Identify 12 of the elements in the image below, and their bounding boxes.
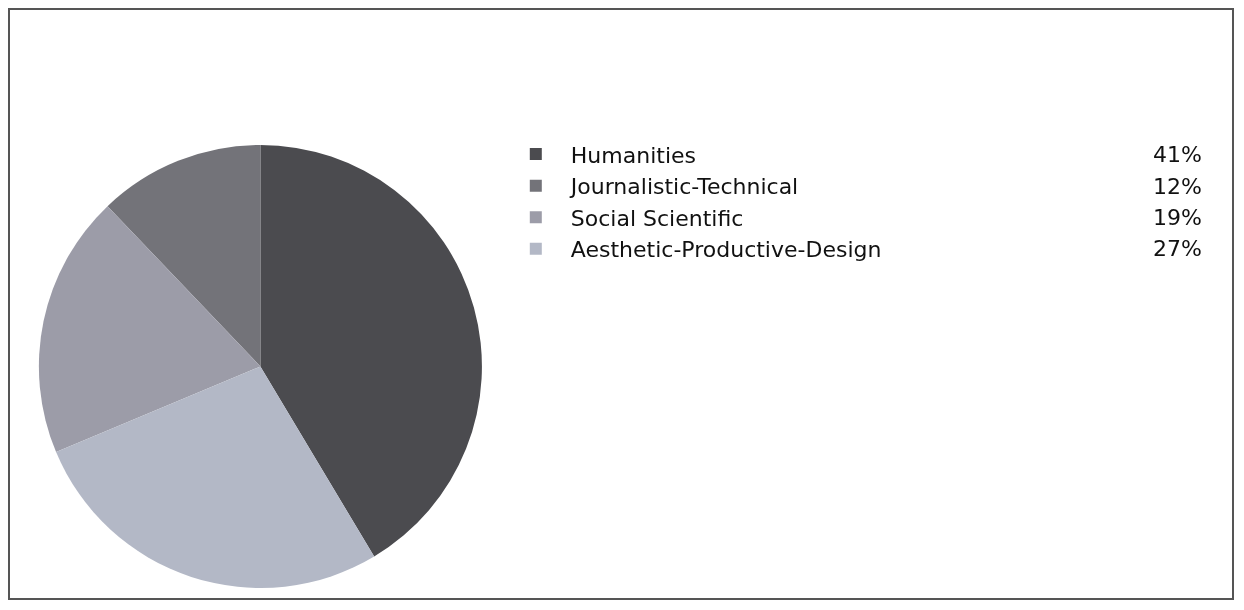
- data-label: 27%: [1153, 236, 1202, 261]
- data-label: 12%: [1153, 174, 1202, 199]
- pie-slice: [260, 144, 482, 557]
- pie-slice: [56, 366, 375, 588]
- legend-label: Aesthetic-Productive-Design: [570, 237, 882, 263]
- data-label: 41%: [1153, 142, 1202, 167]
- pie-slice: [39, 206, 261, 453]
- data-label: 19%: [1153, 205, 1202, 230]
- legend-label: Journalistic-Technical: [568, 174, 799, 200]
- legend-label: Social Scientific: [570, 205, 744, 231]
- legend-label: Humanities: [570, 142, 696, 168]
- pie-slice: [107, 144, 261, 367]
